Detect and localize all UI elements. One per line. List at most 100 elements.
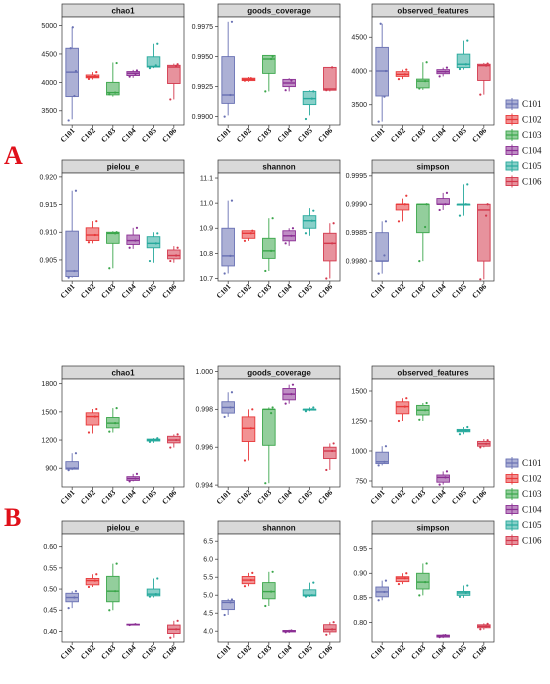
- x-tick-label: C103: [99, 126, 117, 144]
- y-tick-label: 0.994: [195, 483, 213, 490]
- legend-item-c103: C103: [505, 488, 542, 500]
- legend-item-c104: C104: [505, 144, 542, 157]
- y-tick-label: 0.95: [353, 546, 367, 553]
- strip-title: chao1: [111, 7, 135, 16]
- x-tick-label: C104: [275, 488, 293, 506]
- x-tick-label: C102: [235, 643, 253, 661]
- box-c106: [477, 62, 491, 96]
- x-tick-label: C101: [58, 126, 76, 144]
- y-tick-label: 0.9995: [346, 173, 368, 180]
- data-point: [270, 57, 273, 61]
- y-tick-label: 4000: [41, 80, 57, 87]
- box-body: [241, 230, 256, 239]
- box-c106: [167, 433, 181, 449]
- data-point: [290, 393, 293, 396]
- legend-label: C101: [522, 99, 542, 109]
- y-tick-label: 4.0: [203, 629, 213, 636]
- y-tick-label: 5.5: [203, 575, 213, 582]
- data-point: [384, 220, 388, 223]
- x-tick-label: C102: [235, 488, 253, 506]
- data-point: [310, 408, 313, 411]
- data-point: [156, 577, 159, 580]
- data-point: [425, 562, 428, 565]
- data-point: [290, 234, 293, 237]
- data-point: [485, 214, 488, 217]
- y-tick-label: 0.85: [353, 595, 367, 602]
- data-point: [135, 226, 139, 229]
- data-point: [175, 64, 178, 67]
- data-point: [115, 231, 118, 234]
- x-tick-label: C106: [316, 488, 334, 506]
- data-point: [71, 26, 74, 29]
- y-tick-label: 0.910: [39, 230, 57, 237]
- data-point: [405, 194, 408, 197]
- data-point: [438, 208, 441, 212]
- x-tick-label: C103: [409, 126, 427, 144]
- x-tick-label: C103: [409, 643, 427, 661]
- x-tick-label: C101: [58, 643, 76, 661]
- data-point: [304, 117, 308, 121]
- x-tick-label: C103: [255, 282, 273, 300]
- box-c101: [221, 391, 235, 418]
- data-point: [74, 590, 78, 593]
- box-c101: [221, 199, 235, 275]
- box-c103: [262, 54, 276, 93]
- data-point: [464, 63, 467, 66]
- box-c104: [282, 629, 296, 634]
- box-c106: [323, 66, 337, 92]
- data-point: [230, 199, 234, 202]
- data-point: [229, 406, 232, 409]
- strip-title: simpson: [417, 163, 450, 172]
- data-point: [249, 578, 252, 582]
- box-c102: [85, 573, 100, 589]
- data-point: [73, 94, 76, 98]
- data-point: [243, 459, 247, 462]
- box-body: [262, 582, 276, 600]
- plot-frame: [217, 378, 341, 488]
- x-tick-label: C104: [119, 643, 137, 661]
- x-tick-label: C106: [470, 126, 488, 144]
- box-c104: [436, 66, 450, 78]
- data-point: [397, 582, 401, 586]
- data-point: [403, 203, 406, 206]
- data-point: [425, 401, 428, 405]
- box-body: [375, 451, 389, 465]
- data-point: [264, 90, 267, 93]
- data-point: [418, 87, 421, 90]
- plot-frame: [61, 378, 185, 488]
- box-c103: [262, 570, 276, 608]
- data-point: [95, 220, 98, 223]
- box-body: [477, 203, 491, 262]
- box-c103: [262, 406, 276, 485]
- x-tick-label: C105: [296, 488, 314, 506]
- box-c101: [65, 452, 79, 472]
- x-tick-label: C104: [119, 282, 137, 300]
- y-tick-label: 0.80: [353, 620, 367, 627]
- box-c102: [241, 77, 256, 82]
- data-point: [148, 595, 152, 598]
- data-point: [445, 470, 449, 473]
- box-c106: [167, 246, 181, 263]
- box-c105: [302, 406, 317, 413]
- x-tick-label: C104: [275, 282, 293, 300]
- box-c104: [126, 623, 140, 627]
- data-point: [67, 468, 70, 472]
- box-c106: [323, 442, 337, 472]
- y-tick-label: 0.998: [195, 407, 213, 414]
- x-tick-label: C103: [99, 282, 117, 300]
- data-point: [95, 71, 98, 74]
- data-point: [128, 480, 131, 483]
- x-tick-label: C106: [316, 643, 334, 661]
- y-tick-label: 0.40: [43, 629, 57, 636]
- data-point: [444, 203, 447, 206]
- box-c105: [302, 581, 317, 598]
- box-body: [323, 446, 337, 460]
- data-point: [175, 628, 178, 631]
- y-tick-label: 1800: [41, 381, 57, 388]
